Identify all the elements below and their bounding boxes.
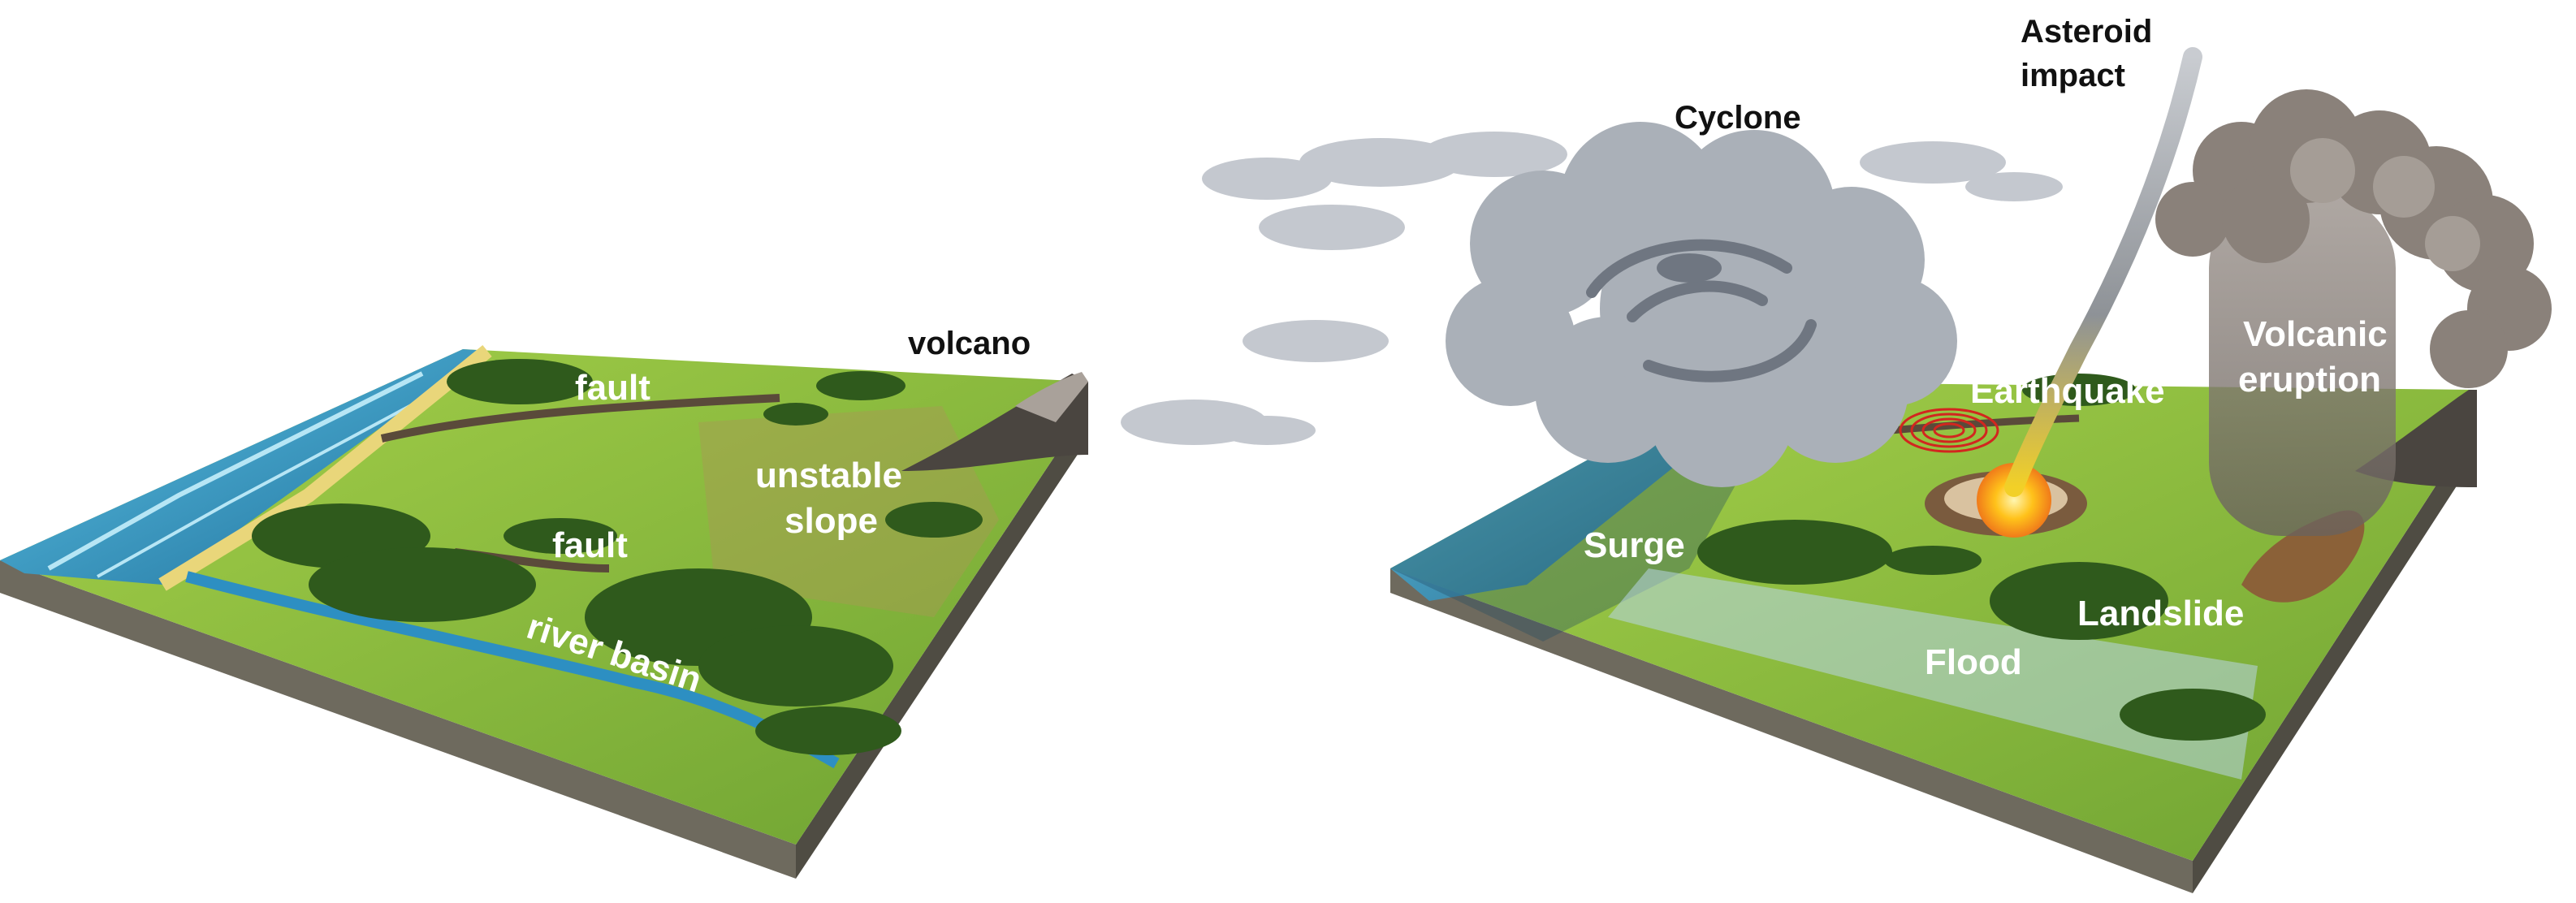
label-unstable-line1: unstable [755, 456, 902, 495]
left-forests [252, 359, 983, 755]
label-volcano: volcano [908, 326, 1031, 361]
left-unstable-slope-area [698, 406, 999, 617]
label-volcanic-line2: eruption [2238, 360, 2381, 400]
label-cyclone: Cyclone [1675, 100, 1801, 136]
volcanic-ash-column [2155, 89, 2552, 536]
cyclone-cloud [1121, 122, 2063, 487]
left-soil-front [0, 560, 796, 879]
left-sea-waves [47, 371, 424, 571]
label-landslide: Landslide [2077, 594, 2244, 633]
label-surge: Surge [1584, 525, 1685, 565]
left-soil-side [796, 406, 1088, 879]
earthquake-rings [1899, 408, 1999, 453]
label-fault-mid: fault [552, 525, 628, 565]
label-flood: Flood [1925, 642, 2022, 682]
left-fault-top [380, 394, 780, 443]
label-volcanic-line1: Volcanic [2243, 314, 2388, 354]
asteroid-trail [2004, 47, 2202, 497]
label-unstable-line2: slope [784, 501, 878, 541]
label-asteroid-line2: impact [2021, 58, 2125, 93]
left-terrain-block [0, 345, 1088, 879]
label-earthquake: Earthquake [1970, 371, 2165, 411]
label-fault-top: fault [575, 368, 650, 408]
label-asteroid-line1: Asteroid [2021, 14, 2152, 50]
right-flood-overlay [1608, 568, 2258, 780]
right-forests [1697, 374, 2266, 741]
right-soil-side [2193, 422, 2477, 893]
impact-fire [1977, 463, 2051, 538]
left-beach [158, 345, 492, 591]
left-volcano-highlight [1015, 372, 1088, 422]
right-soil-front [1390, 568, 2193, 893]
left-sea-waves-2 [97, 380, 456, 578]
